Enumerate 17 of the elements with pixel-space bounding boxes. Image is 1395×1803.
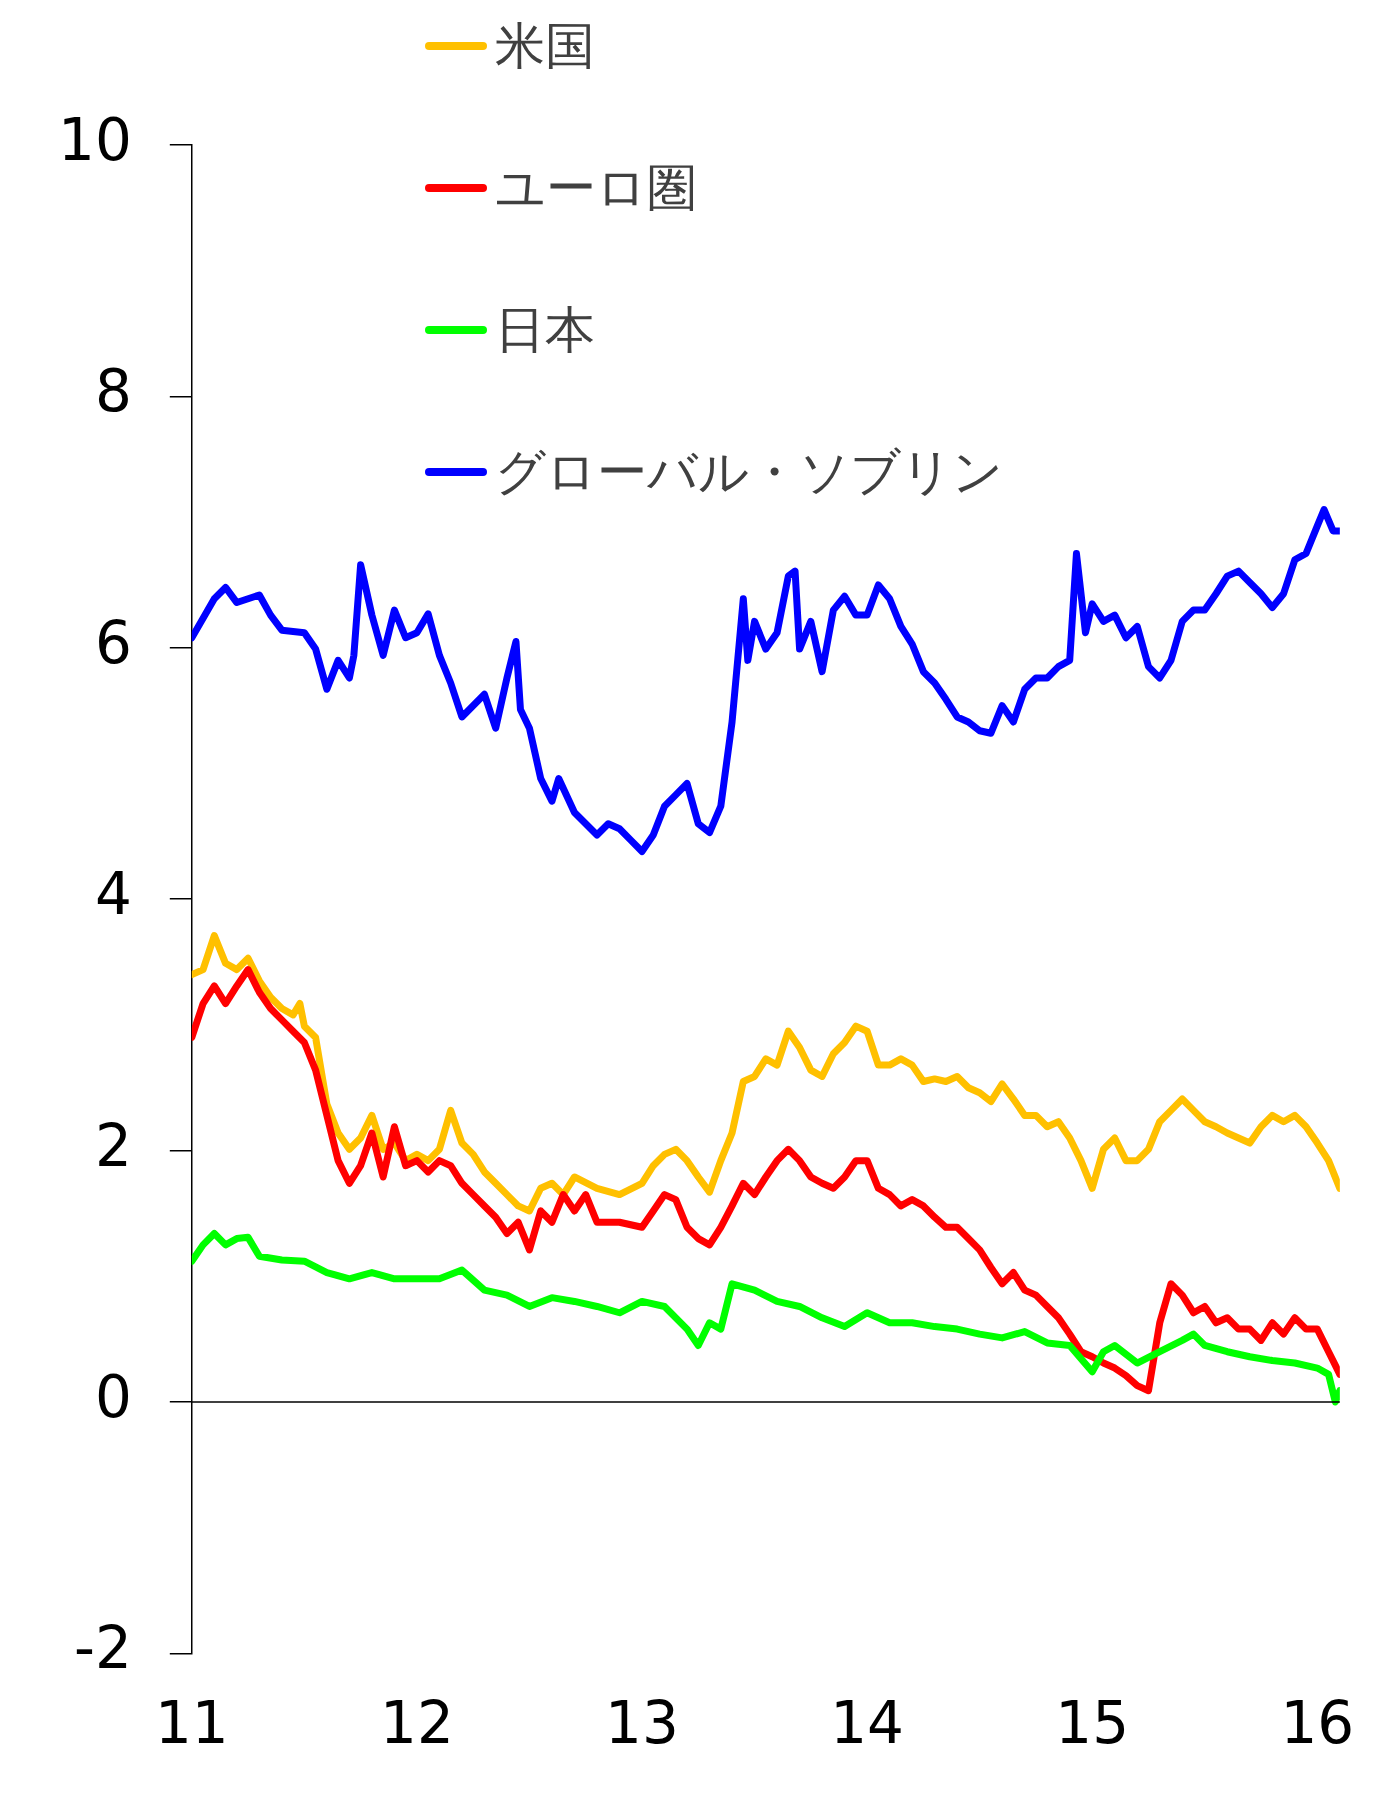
y-tick-label: 6: [94, 608, 132, 677]
x-tick-label: 16: [1280, 1689, 1355, 1758]
x-tick-label: 13: [605, 1689, 679, 1758]
x-tick-label: 15: [1055, 1689, 1130, 1758]
legend-label: グローバル・ソブリン: [495, 441, 1003, 503]
y-tick-label: 2: [94, 1111, 132, 1180]
y-tick-label: 0: [94, 1363, 132, 1432]
x-tick-label: 12: [380, 1689, 454, 1758]
x-tick-label: 11: [154, 1689, 229, 1758]
y-tick-label: -2: [73, 1614, 132, 1683]
y-tick-label: 10: [57, 106, 132, 175]
x-tick-label: 14: [830, 1689, 905, 1758]
legend-label: 米国: [495, 15, 595, 77]
y-tick-label: 4: [94, 860, 132, 929]
y-tick-label: 8: [94, 357, 132, 426]
legend-label: ユーロ圏: [495, 157, 697, 219]
legend-label: 日本: [495, 299, 595, 361]
